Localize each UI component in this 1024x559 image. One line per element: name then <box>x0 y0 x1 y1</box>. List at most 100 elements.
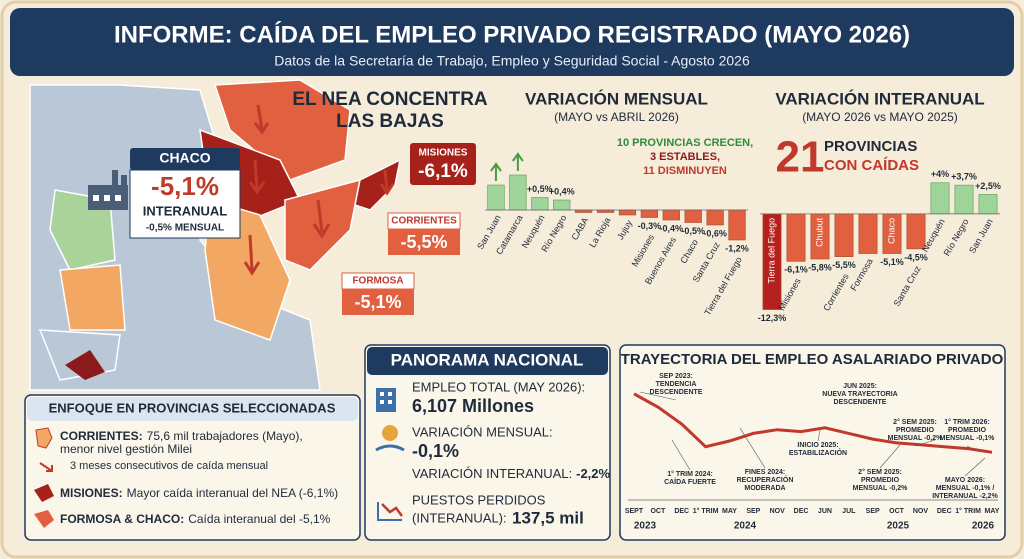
x-tick-label: Tierra del Fuego <box>766 218 776 284</box>
map <box>20 79 476 391</box>
panorama-icons <box>375 388 405 521</box>
x-tick-label: DEC <box>937 508 952 515</box>
line <box>633 392 993 454</box>
headline-text: CON CAÍDAS <box>824 157 919 174</box>
focus-text: Caída interanual del -5,1% <box>188 512 330 526</box>
header-band <box>10 8 1014 76</box>
x-tick-label: OCT <box>889 508 905 515</box>
x-tick-label: JUN <box>818 508 832 515</box>
value-label: +0,4% <box>549 186 575 196</box>
annotation: RECUPERACIÓN <box>737 475 794 484</box>
panorama-value: -2,2% <box>576 466 610 481</box>
annotation: MENSUAL -0,1% <box>940 435 995 442</box>
annotation: MENSUAL -0,2% <box>853 485 908 492</box>
focus-label: FORMOSA & CHACO: <box>60 512 184 526</box>
panorama-label: VARIACIÓN MENSUAL: <box>412 424 553 439</box>
annotation: MAYO 2026: <box>945 477 985 484</box>
annotation: 1° TRIM 2024: <box>667 470 713 478</box>
x-tick-label: 1° TRIM <box>955 507 981 515</box>
focus-title: ENFOQUE EN PROVINCIAS SELECCIONADAS <box>49 400 336 415</box>
x-tick-label: NOV <box>913 508 929 515</box>
value-label: -5,1% <box>880 257 904 267</box>
annotation: SEP 2023: <box>659 373 693 380</box>
panorama-label: VARIACIÓN INTERANUAL: <box>412 466 572 481</box>
focus-icons <box>34 427 54 528</box>
x-tick-label: SEP <box>866 508 880 515</box>
bar <box>858 213 878 254</box>
focus-text: menor nivel gestión Milei <box>60 442 192 456</box>
focus-sub: 3 meses consecutivos de caída mensual <box>70 460 268 472</box>
x-tick-label: MAY <box>985 508 1000 515</box>
value-label: -0,4% <box>660 223 684 233</box>
chart-title: TRAYECTORIA DEL EMPLEO ASALARIADO PRIVAD… <box>621 351 1004 368</box>
year-label: 2026 <box>972 521 995 532</box>
panorama-value: 137,5 mil <box>512 508 584 527</box>
value-label: -12,3% <box>758 313 787 323</box>
panorama-label: (INTERANUAL): <box>412 510 507 525</box>
bar <box>706 209 724 226</box>
annotation: DESCENDENTE <box>834 399 887 406</box>
x-tick-label: NOV <box>770 508 786 515</box>
bar <box>786 213 806 262</box>
callout-name: FORMOSA <box>352 276 403 287</box>
headline-number: 21 <box>776 133 825 182</box>
x-tick-label: DEC <box>674 508 689 515</box>
value-label: -4,5% <box>904 252 928 262</box>
annotation: FINES 2024: <box>745 469 785 476</box>
value-label: -6,1% <box>784 265 808 275</box>
annotation: PROMEDIO <box>948 427 987 434</box>
value-label: -5,5% <box>832 260 856 270</box>
value-label: +3,7% <box>951 171 977 181</box>
map-headline: LAS BAJAS <box>336 111 444 132</box>
panorama-title-band <box>367 347 608 375</box>
annotation: 2° SEM 2025: <box>893 418 937 426</box>
x-tick-label: Chaco <box>886 218 896 244</box>
panorama-label: PUESTOS PERDIDOS <box>412 492 546 507</box>
annotation-leader <box>817 429 821 442</box>
x-tick-label: 1° TRIM <box>693 507 719 515</box>
focus-item: MISIONES: Mayor caída interanual del NEA … <box>60 486 338 500</box>
bar <box>954 184 974 215</box>
annotation-leader <box>639 391 677 401</box>
annotation-leader <box>914 439 936 447</box>
chart-subtitle: (MAYO 2026 vs MAYO 2025) <box>802 110 958 124</box>
panorama-box <box>364 344 611 541</box>
value-label: +4% <box>931 169 949 179</box>
chart-note: 3 ESTABLES, <box>650 151 720 163</box>
annotation-leader <box>879 444 901 469</box>
value-label: +2,5% <box>975 181 1001 191</box>
panorama-title: PANORAMA NACIONAL <box>391 350 584 369</box>
bar <box>978 194 998 215</box>
title: INFORME: CAÍDA DEL EMPLEO PRIVADO REGIST… <box>114 20 910 48</box>
annotation: JUN 2025: <box>843 383 877 390</box>
bar <box>487 184 505 211</box>
focus-title-band <box>27 397 358 421</box>
focus-label: MISIONES: <box>60 486 123 500</box>
x-tick-label: Chubut <box>814 217 824 247</box>
annotation-leader <box>966 445 976 451</box>
panorama-value: 6,107 Millones <box>412 396 534 416</box>
x-tick-label: SEPT <box>625 508 644 515</box>
callout-name: CHACO <box>159 150 210 166</box>
annotation: NUEVA TRAYECTORIA <box>822 391 897 398</box>
bar <box>640 209 659 218</box>
bar <box>662 209 680 221</box>
bar <box>728 209 746 241</box>
bar <box>930 182 950 215</box>
focus-item: FORMOSA & CHACO: Caída interanual del -5,… <box>60 512 331 526</box>
panorama-item: VARIACIÓN INTERANUAL: -2,2% <box>412 466 611 481</box>
chart-note: 10 PROVINCIAS CRECEN, <box>617 137 753 149</box>
chart-title: VARIACIÓN MENSUAL <box>525 89 708 108</box>
bar <box>684 209 702 223</box>
annotation: ESTABILIZACIÓN <box>789 448 847 457</box>
annotation: DESCENDENTE <box>650 389 703 396</box>
value-label: -1,2% <box>725 243 749 253</box>
value-label: -0,6% <box>703 228 727 238</box>
panorama-value: -0,1% <box>412 441 459 461</box>
bar <box>834 213 854 257</box>
year-label: 2025 <box>887 521 910 532</box>
up-arrow <box>490 162 502 181</box>
annotation-leader <box>739 427 766 469</box>
callout-value: -6,1% <box>418 161 468 182</box>
